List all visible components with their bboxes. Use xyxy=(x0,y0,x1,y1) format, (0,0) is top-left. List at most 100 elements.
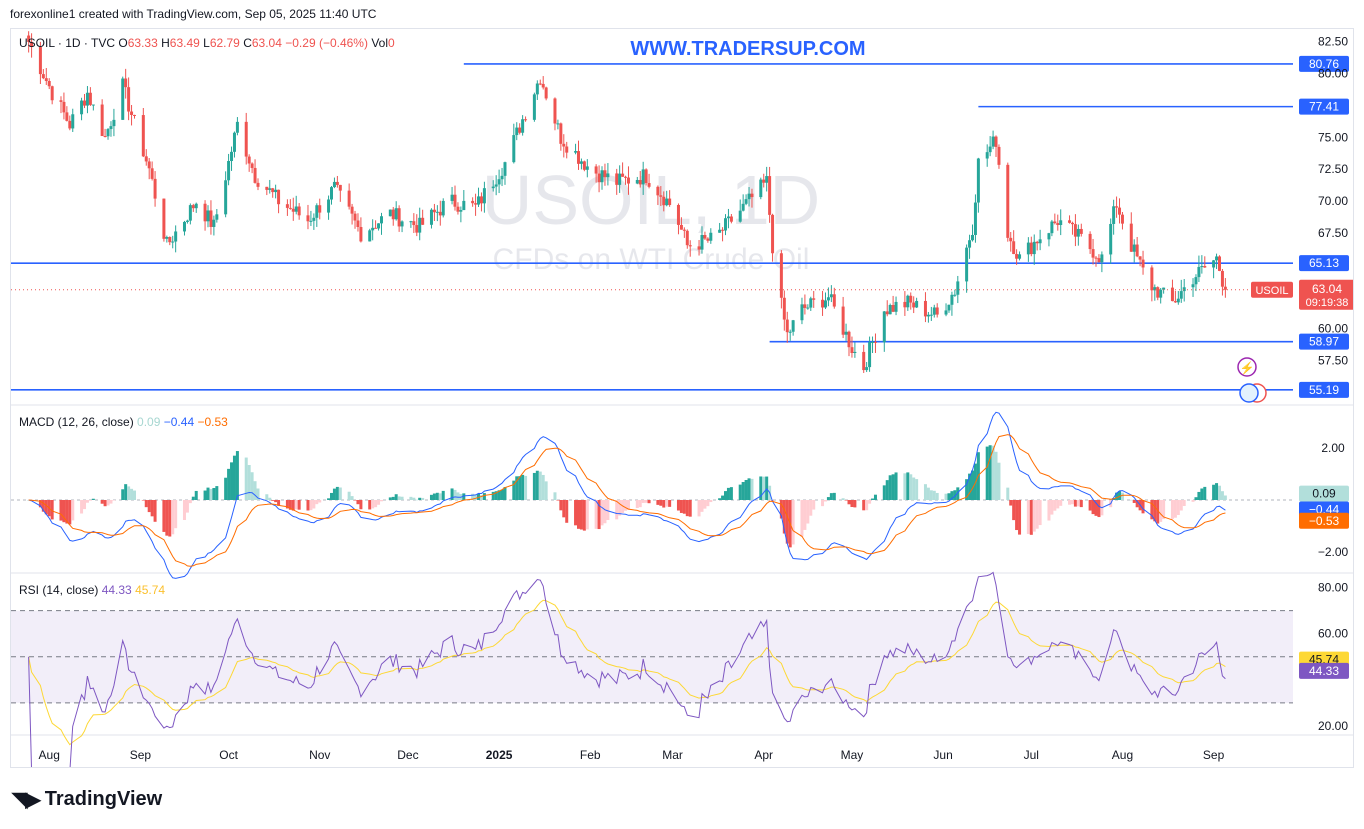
macd-histogram-bar xyxy=(209,488,213,500)
candle-body xyxy=(1094,257,1098,259)
rsi-axis-tick-label: 60.00 xyxy=(1318,627,1348,641)
candle-body xyxy=(441,200,445,216)
candle-body xyxy=(726,216,730,219)
candle-body xyxy=(729,216,733,222)
candle-body xyxy=(579,161,583,164)
macd-histogram-bar xyxy=(647,500,651,504)
macd-histogram-bar xyxy=(356,500,360,505)
macd-histogram-bar xyxy=(923,484,927,500)
candle-body xyxy=(682,229,686,231)
candle-body xyxy=(950,294,954,305)
macd-histogram-bar xyxy=(206,487,210,500)
macd-histogram-bar xyxy=(524,475,528,500)
candle-body xyxy=(1032,241,1036,255)
time-axis-tick-label: Sep xyxy=(1203,748,1225,762)
chart-frame[interactable]: USOIL, 1D CFDs on WTI Crude Oil 80.76 77.… xyxy=(10,28,1354,768)
candle-body xyxy=(168,237,172,243)
candle-body xyxy=(429,209,433,225)
macd-histogram-bar xyxy=(1059,500,1063,506)
candle-body xyxy=(765,176,769,183)
candle-body xyxy=(30,41,34,48)
candle-body xyxy=(718,229,722,233)
macd-histogram-bar xyxy=(1197,491,1201,500)
candle-body xyxy=(985,152,989,159)
candle-body xyxy=(185,220,189,222)
candle-body xyxy=(268,188,272,190)
macd-histogram-bar xyxy=(1170,500,1174,519)
candle-body xyxy=(929,314,933,316)
candle-body xyxy=(347,190,351,207)
macd-histogram-bar xyxy=(112,500,116,501)
candle-body xyxy=(388,209,392,217)
candle-body xyxy=(1100,254,1104,263)
macd-histogram-bar xyxy=(191,496,195,500)
macd-histogram-bar xyxy=(1220,491,1224,500)
rsi-title[interactable]: RSI (14, close) xyxy=(19,583,99,597)
level-tag xyxy=(1299,381,1349,398)
candle-body xyxy=(915,300,919,308)
macd-histogram-bar xyxy=(1200,488,1204,500)
candle-body xyxy=(232,132,236,152)
candle-body xyxy=(100,104,104,137)
candle-body xyxy=(288,207,292,209)
symbol-price-tag xyxy=(1251,281,1293,298)
candle-body xyxy=(327,199,331,213)
candle-body xyxy=(1015,254,1019,259)
legend-volume: 0 xyxy=(388,36,395,50)
tradingview-logo[interactable]: ◥▶ TradingView xyxy=(12,787,162,812)
macd-title[interactable]: MACD (12, 26, close) xyxy=(19,415,134,429)
chart-canvas[interactable]: USOIL, 1D CFDs on WTI Crude Oil 80.7677.… xyxy=(11,29,1354,768)
candle-body xyxy=(103,136,107,138)
price-axis-tick-label: 67.50 xyxy=(1318,226,1348,240)
candle-body xyxy=(1035,241,1039,244)
legend-symbol[interactable]: USOIL · 1D · TVC xyxy=(19,36,116,50)
macd-histogram-bar xyxy=(397,496,401,500)
candle-body xyxy=(162,198,166,239)
macd-histogram-bar xyxy=(44,500,48,515)
candle-body xyxy=(1200,266,1204,268)
candle-body xyxy=(1138,256,1142,260)
candle-body xyxy=(88,92,92,105)
candle-body xyxy=(903,301,907,308)
candle-body xyxy=(747,193,751,200)
candle-body xyxy=(277,189,281,205)
macd-histogram-bar xyxy=(503,487,507,500)
macd-histogram-bar xyxy=(418,497,422,500)
legend-high: 63.49 xyxy=(169,36,200,50)
macd-histogram-bar xyxy=(309,500,313,511)
macd-histogram-bar xyxy=(741,482,745,500)
macd-histogram-bar xyxy=(615,500,619,520)
candle-body xyxy=(47,80,51,87)
candle-body xyxy=(721,229,725,231)
legend-close-label: C xyxy=(243,36,252,50)
candle-body xyxy=(1159,289,1163,298)
candle-body xyxy=(153,178,157,199)
candle-body xyxy=(785,319,789,333)
macd-signal-value: −0.53 xyxy=(197,415,228,429)
macd-histogram-bar xyxy=(1182,500,1186,506)
candle-body xyxy=(832,294,836,307)
macd-histogram-bar xyxy=(171,500,175,535)
macd-histogram-bar xyxy=(894,472,898,500)
macd-histogram-bar xyxy=(130,488,134,500)
chart-attribution: forexonline1 created with TradingView.co… xyxy=(10,7,377,21)
macd-histogram-bar xyxy=(676,500,680,511)
macd-histogram-bar xyxy=(944,493,948,500)
macd-histogram-bar xyxy=(718,498,722,500)
macd-histogram-bar xyxy=(429,494,433,500)
macd-histogram-bar xyxy=(1156,500,1160,524)
grid-layer xyxy=(11,404,1353,736)
candle-body xyxy=(968,240,972,248)
macd-histogram-bar xyxy=(494,491,498,500)
candle-body xyxy=(788,331,792,333)
macd-histogram-bar xyxy=(1050,500,1054,515)
candle-body xyxy=(315,205,319,218)
macd-histogram-bar xyxy=(227,468,231,500)
legend-volume-label: Vol xyxy=(371,36,389,50)
macd-histogram-bar xyxy=(121,489,125,500)
candle-body xyxy=(576,151,580,164)
macd-histogram-bar xyxy=(882,485,886,500)
candle-body xyxy=(132,114,136,116)
candle-body xyxy=(1088,233,1092,250)
candle-body xyxy=(247,156,251,164)
